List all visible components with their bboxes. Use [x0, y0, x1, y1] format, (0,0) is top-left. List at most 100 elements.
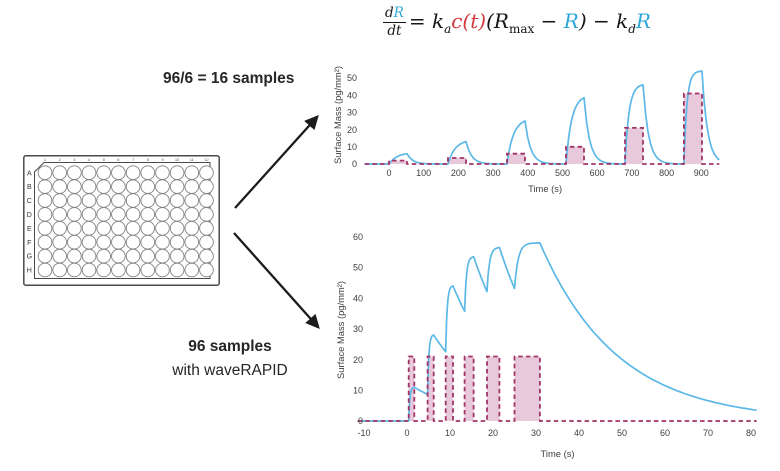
x-tick-label: 900	[694, 168, 709, 178]
plate-column-label: 6	[117, 157, 120, 162]
concentration-curve	[357, 355, 757, 422]
well	[155, 193, 170, 208]
well	[37, 234, 53, 250]
y-tick-label: 40	[347, 90, 357, 100]
equation-term: d	[628, 21, 636, 36]
well	[96, 221, 112, 236]
plate-column-label: 7	[132, 157, 135, 162]
plate-row-label: E	[27, 226, 32, 233]
well	[125, 207, 141, 222]
well	[52, 234, 67, 250]
well	[37, 248, 53, 264]
well	[140, 165, 156, 181]
well	[140, 234, 156, 250]
well	[52, 262, 67, 278]
equation-terms: = kac(t)(Rmax − R) − kdR	[409, 9, 651, 36]
y-tick-label: 50	[353, 263, 363, 273]
y-tick-label: 30	[353, 324, 363, 334]
well	[67, 207, 82, 222]
x-tick-label: 70	[703, 428, 713, 438]
well	[140, 179, 156, 194]
plate-row-label: F	[27, 240, 31, 247]
well	[140, 193, 156, 208]
plate-column-label: 10	[175, 157, 180, 162]
well	[169, 193, 185, 208]
concentration-pulse-fill	[507, 153, 525, 164]
plate-column-label: 1	[44, 157, 47, 162]
titration-kinetics-chart: 0 100 200 300 400 500 600 700 800 900 0 10 20 30 40 50 T…	[332, 66, 720, 194]
plate-column-label: 5	[103, 157, 106, 162]
well	[140, 248, 156, 264]
well	[111, 248, 126, 264]
concentration-pulse-fill	[566, 146, 584, 164]
well	[125, 165, 141, 181]
well	[67, 221, 82, 236]
x-tick-label: 200	[451, 168, 466, 178]
well	[111, 207, 126, 222]
waverapid-kinetics-chart: -10 0 10 20 30 40 50 60 70 80 0 10 20 30 40 50 60 Time (s…	[335, 232, 757, 459]
well	[96, 248, 112, 264]
well	[199, 179, 214, 194]
well	[140, 221, 156, 236]
concentration-pulse-fill	[487, 356, 500, 421]
y-tick-label: 40	[353, 293, 363, 303]
x-tick-label: -10	[357, 428, 370, 438]
y-tick-label: 0	[358, 416, 363, 426]
well	[140, 207, 156, 222]
y-axis-label: Surface Mass (pg/mm²)	[335, 281, 346, 379]
concentration-pulse-fill	[683, 93, 702, 164]
x-tick-label: 700	[624, 168, 639, 178]
x-axis-label: Time (s)	[528, 183, 562, 194]
equation-term: )	[578, 8, 587, 33]
well	[199, 248, 214, 264]
kinetics-equation: dR dt = kac(t)(Rmax − R) − kdR	[383, 6, 651, 38]
plate-column-label: 3	[73, 157, 76, 162]
concentration-pulse-fill	[389, 160, 407, 164]
well	[184, 248, 200, 264]
concentration-pulse-fill	[427, 356, 434, 421]
well	[111, 179, 126, 194]
well	[155, 234, 170, 250]
well	[125, 262, 141, 278]
equation-denominator: dt	[387, 23, 401, 39]
plate-row-label: H	[27, 268, 32, 275]
well	[111, 234, 126, 250]
x-tick-label: 0	[404, 428, 409, 438]
response-curve	[357, 242, 757, 422]
well	[184, 234, 200, 250]
well	[169, 262, 185, 278]
concentration-pulse-fill	[445, 356, 453, 421]
well	[199, 221, 214, 236]
well	[37, 179, 53, 194]
equation-term: d	[385, 5, 394, 21]
equation-term: −	[534, 8, 564, 33]
equation-term: R	[635, 8, 651, 33]
x-tick-label: 30	[531, 428, 541, 438]
equation-fraction: dR dt	[383, 6, 406, 38]
y-axis-label: Surface Mass (pg/mm²)	[332, 66, 343, 164]
well	[37, 207, 53, 222]
x-tick-label: 50	[617, 428, 627, 438]
well	[184, 165, 200, 181]
well	[81, 248, 97, 264]
y-tick-label: 20	[347, 125, 357, 135]
concentration-pulse-fill	[448, 158, 466, 164]
well	[37, 221, 53, 236]
y-tick-label: 10	[353, 386, 363, 396]
well	[169, 234, 185, 250]
well	[155, 221, 170, 236]
well	[37, 165, 53, 181]
well	[96, 207, 112, 222]
well	[199, 165, 214, 181]
equation-term: c(t)	[451, 8, 487, 33]
y-tick-label: 60	[353, 232, 363, 242]
well	[67, 179, 82, 194]
sixteen-samples-label: 96/6 = 16 samples	[163, 70, 295, 87]
well	[155, 179, 170, 194]
well	[111, 262, 126, 278]
concentration-pulse-fill	[464, 356, 474, 421]
well	[81, 193, 97, 208]
well	[140, 262, 156, 278]
concentration-pulse-fill	[625, 127, 643, 164]
